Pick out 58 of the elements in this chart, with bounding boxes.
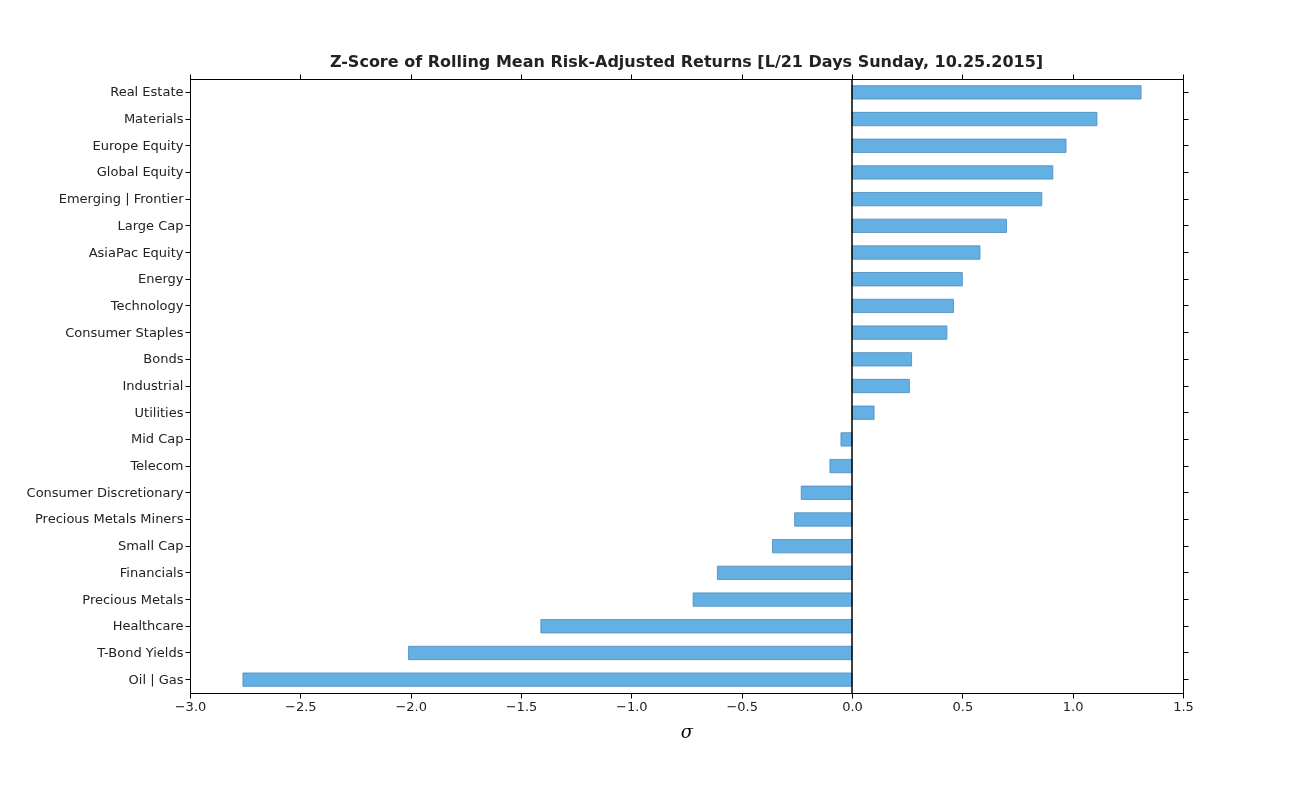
x-tick-label: 1.5	[1173, 698, 1194, 714]
x-tick-label: −1.5	[505, 698, 538, 714]
y-tick-label: Consumer Discretionary	[26, 484, 184, 500]
y-tick-label: Real Estate	[110, 84, 184, 100]
y-tick-label: Mid Cap	[130, 431, 184, 447]
chart-title: Z-Score of Rolling Mean Risk-Adjusted Returns [L/21 Days Sunday, 10.25.2015]	[329, 51, 1044, 71]
bar	[851, 378, 910, 394]
bar	[851, 325, 948, 340]
y-tick-label: Precious Metals	[82, 591, 184, 607]
bar	[242, 672, 853, 687]
bar	[851, 272, 963, 287]
y-tick-label: T-Bond Yields	[96, 644, 184, 660]
bar	[851, 85, 1142, 100]
y-tick-label: Emerging | Frontier	[58, 191, 185, 207]
x-tick-label: −2.5	[285, 698, 317, 714]
bar	[851, 138, 1067, 153]
x-tick-label: 1.0	[1062, 698, 1084, 714]
bar	[794, 512, 853, 527]
y-tick-label: Global Equity	[96, 164, 184, 180]
y-tick-label: Europe Equity	[92, 137, 184, 153]
y-tick-label: Small Cap	[117, 538, 184, 554]
bar	[692, 592, 853, 607]
y-tick-label: Financials	[119, 564, 184, 580]
bar	[851, 111, 1098, 127]
bar	[851, 298, 954, 313]
x-tick-label: 0.5	[952, 698, 974, 714]
y-tick-label: Utilities	[134, 404, 184, 420]
bar	[851, 405, 875, 420]
y-tick-label: Bonds	[143, 351, 184, 367]
y-tick-label: Large Cap	[117, 217, 184, 233]
bar	[851, 165, 1054, 180]
y-tick-label: Oil | Gas	[128, 671, 184, 687]
bar	[851, 218, 1007, 233]
bar	[851, 352, 912, 367]
y-tick-label: Telecom	[129, 458, 184, 474]
y-tick-label: Precious Metals Miners	[34, 511, 184, 527]
x-tick-label: −2.0	[395, 698, 427, 714]
bar	[851, 192, 1043, 207]
bar	[829, 459, 853, 474]
bar	[408, 645, 853, 661]
bar	[840, 432, 853, 447]
bar	[772, 539, 853, 554]
x-tick-label: −0.5	[726, 698, 758, 714]
y-tick-label: Technology	[109, 297, 184, 313]
x-axis-title: σ	[680, 720, 694, 742]
y-tick-label: Healthcare	[112, 618, 184, 634]
x-tick-label: 0.0	[842, 698, 863, 714]
x-tick-label: −3.0	[174, 698, 207, 714]
y-tick-label: Materials	[123, 111, 184, 127]
bar	[716, 565, 853, 580]
y-tick-label: Consumer Staples	[65, 324, 184, 340]
bar	[540, 619, 853, 634]
bar	[800, 485, 853, 500]
bar	[851, 245, 981, 260]
y-tick-label: AsiaPac Equity	[88, 244, 184, 260]
y-tick-label: Energy	[137, 271, 184, 287]
y-tick-label: Industrial	[122, 378, 184, 393]
x-tick-label: −1.0	[616, 698, 648, 714]
